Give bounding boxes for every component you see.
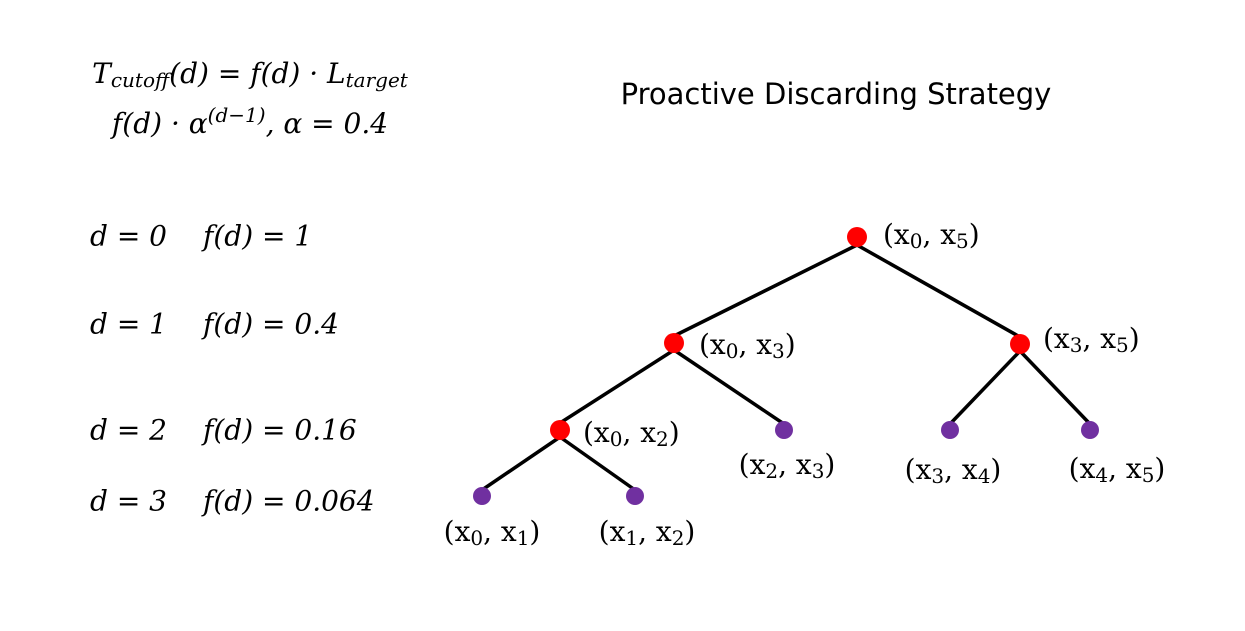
supscript: (d−1) (208, 103, 266, 127)
subscript: 4 (1095, 463, 1108, 487)
text-segment: T (92, 57, 113, 90)
node-label: (x2, x3) (739, 448, 836, 483)
text-segment: , x (778, 448, 812, 481)
subscript: 3 (772, 339, 785, 363)
subscript: 2 (672, 526, 685, 550)
text-segment: (x (699, 328, 726, 361)
internal-node (1010, 334, 1030, 354)
subscript: 0 (610, 427, 623, 451)
edge (856, 243, 1021, 339)
level-depth: d = 0 (90, 220, 167, 253)
subscript: 3 (1070, 333, 1083, 357)
subscript: 5 (1116, 333, 1129, 357)
text-segment: , x (483, 515, 517, 548)
subscript: 5 (956, 229, 969, 253)
text-segment: , x (922, 218, 956, 251)
edge (559, 348, 675, 425)
formula: Tcutoff(d) = f(d) · Ltarget (92, 57, 409, 92)
subscript: 2 (765, 459, 778, 483)
title: Proactive Discarding Strategy (621, 77, 1052, 111)
subscript: 0 (726, 339, 739, 363)
level-depth: d = 1 (90, 308, 167, 341)
node-label: (x0, x1) (444, 515, 541, 550)
subscript: 0 (910, 229, 923, 253)
text-segment: , x (944, 453, 978, 486)
text-segment: (d) = f(d) · L (169, 57, 345, 90)
leaf-node (941, 421, 959, 439)
node-label: (x3, x5) (1043, 322, 1140, 357)
text-segment: ) (785, 328, 796, 361)
text-segment: , x (1082, 322, 1116, 355)
leaf-node (473, 487, 491, 505)
text-segment: , α = 0.4 (266, 107, 389, 140)
internal-node (847, 227, 867, 247)
level-factor: f(d) = 1 (201, 220, 312, 253)
subscript: 0 (470, 526, 483, 550)
level-factor: f(d) = 0.4 (201, 308, 339, 341)
node-label: (x0, x5) (883, 218, 980, 253)
text-segment: ) (824, 448, 835, 481)
subscript: 1 (517, 526, 530, 550)
subscript: cutoff (111, 68, 173, 92)
level-depth: d = 3 (90, 485, 167, 518)
text-segment: ) (1129, 322, 1140, 355)
text-segment: , x (738, 328, 772, 361)
text-segment: ) (684, 515, 695, 548)
text-segment: (x (599, 515, 626, 548)
subscript: target (346, 68, 409, 92)
text-segment: (x (739, 448, 766, 481)
text-segment: ) (969, 218, 980, 251)
edge (673, 348, 785, 426)
level-depth: d = 2 (90, 414, 167, 447)
edge (948, 349, 1022, 426)
internal-node (664, 333, 684, 353)
subscript: 3 (931, 464, 944, 488)
edge (1018, 349, 1092, 426)
node-label: (x1, x2) (599, 515, 696, 550)
text-segment: f(d) · α (110, 107, 208, 140)
edges (481, 243, 1092, 492)
text-segment: (x (883, 218, 910, 251)
text-segment: ) (1154, 452, 1165, 485)
node-label: (x0, x3) (699, 328, 796, 363)
leaf-node (1081, 421, 1099, 439)
text-segment: (x (444, 515, 471, 548)
node-label: (x3, x4) (905, 453, 1002, 488)
node-label: (x0, x2) (583, 416, 680, 451)
subscript: 2 (656, 427, 669, 451)
edge (558, 435, 637, 492)
text-segment: ) (529, 515, 540, 548)
level-factor: f(d) = 0.16 (201, 414, 357, 447)
node-label: (x4, x5) (1069, 452, 1166, 487)
text-segment: ) (990, 453, 1001, 486)
text-segment: , x (622, 416, 656, 449)
subscript: 4 (978, 464, 991, 488)
leaf-node (626, 487, 644, 505)
text-segment: (x (1043, 322, 1070, 355)
subscript: 5 (1142, 463, 1155, 487)
subscript: 1 (625, 526, 638, 550)
internal-node (550, 420, 570, 440)
text-segment: , x (638, 515, 672, 548)
subscript: 3 (812, 459, 825, 483)
edge (481, 435, 561, 492)
text-segment: (x (905, 453, 932, 486)
formula: f(d) · α(d−1), α = 0.4 (110, 103, 388, 140)
text-segment: (x (583, 416, 610, 449)
text-segment: , x (1108, 452, 1142, 485)
text-segment: ) (669, 416, 680, 449)
text-segment: (x (1069, 452, 1096, 485)
edge (673, 243, 858, 338)
leaf-node (775, 421, 793, 439)
level-factor: f(d) = 0.064 (201, 485, 375, 518)
